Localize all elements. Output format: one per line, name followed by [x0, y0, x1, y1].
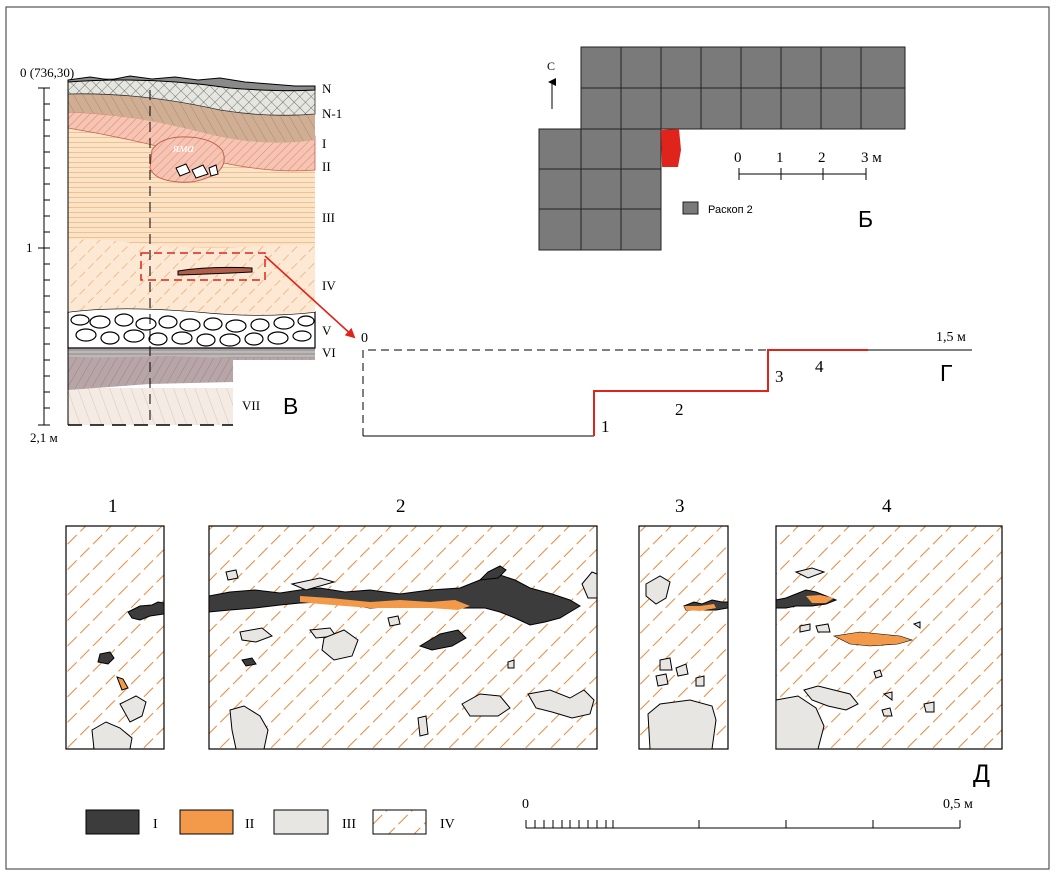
north-label: С	[547, 59, 555, 73]
layer-labels: N N-1 I II III IV V VI VII	[242, 81, 342, 413]
detail-scale-start: 0	[522, 797, 529, 812]
panel-d-details: 1 2 3 4	[65, 496, 1003, 788]
profile-red-line	[593, 349, 868, 436]
legend-label-III: III	[342, 817, 356, 832]
detail-title-1: 1	[108, 496, 118, 517]
layer-label-VI: VI	[322, 345, 336, 360]
legend-label-II: II	[245, 817, 255, 832]
profile-end-label: 1,5 м	[936, 330, 966, 345]
legend-swatch-I	[85, 809, 140, 835]
plan-scale-1: 1	[776, 150, 784, 166]
layer-I	[68, 93, 315, 143]
legend-swatch-II	[179, 809, 234, 835]
panel-d-letter: Д	[973, 760, 990, 788]
panel-b-letter: Б	[858, 206, 873, 232]
layer-label-V: V	[322, 323, 332, 338]
pit-label: яма	[172, 140, 194, 155]
panel-v-letter: В	[283, 393, 298, 419]
legend-swatch-IV	[372, 809, 427, 835]
layer-VI-lilac	[68, 348, 315, 390]
profile-dashed-outline	[362, 349, 768, 436]
layer-label-III: III	[322, 210, 335, 225]
profile-point-1: 1	[601, 417, 610, 436]
profile-start-label: 0	[361, 331, 368, 346]
layer-V-pebbles	[70, 313, 315, 347]
detail-arrow	[264, 255, 356, 339]
layer-label-N-1: N-1	[322, 106, 342, 121]
plan-scale-2: 2	[818, 150, 826, 166]
plan-scale-3: 3 м	[861, 150, 882, 166]
excavation-grid	[538, 46, 906, 251]
detail-block-3	[638, 525, 729, 750]
plan-scale-bar: 0 1 2 3 м	[734, 150, 882, 180]
layer-N	[67, 75, 316, 92]
depth-top-label: 0 (736,30)	[20, 65, 74, 80]
detail-title-2: 2	[396, 496, 406, 517]
legend-excavation-label: Раскоп 2	[708, 204, 753, 216]
panel-g-profile: 0 1,5 м 1 2 3 4 Г	[361, 330, 972, 437]
detail-scale-bar	[525, 820, 961, 829]
detail-block-2	[208, 525, 598, 750]
layer-IV	[68, 239, 315, 315]
plan-scale-0: 0	[734, 150, 742, 166]
detail-box	[140, 252, 266, 281]
depth-mid-label: 1	[26, 240, 33, 255]
layer-label-I: I	[322, 136, 326, 151]
detail-title-3: 3	[675, 496, 685, 517]
legend-swatch-III	[273, 809, 329, 835]
hearth-lens	[177, 266, 253, 276]
legend-excavation-swatch	[682, 201, 699, 215]
depth-ruler	[38, 87, 50, 426]
layer-label-IV: IV	[322, 278, 336, 293]
panel-b-excavation-plan: С 0 1 2 3 м Раскоп 2 Б	[538, 46, 906, 251]
profile-point-2: 2	[675, 400, 684, 419]
layer-label-II: II	[322, 159, 331, 174]
layer-label-N: N	[322, 81, 332, 96]
detail-title-4: 4	[882, 496, 892, 517]
depth-bottom-label: 2,1 м	[30, 430, 58, 445]
pit-stones	[175, 163, 219, 179]
panel-v-stratigraphy: 0 (736,30) 1 2,1 м яма N	[20, 65, 356, 445]
panel-g-letter: Г	[940, 360, 953, 386]
legend-label-IV: IV	[440, 817, 455, 832]
legend: I II III IV	[85, 809, 455, 835]
profile-point-4: 4	[815, 357, 824, 376]
detail-block-1	[65, 525, 165, 750]
legend-label-I: I	[153, 817, 158, 832]
section-highlight	[661, 129, 681, 167]
profile-point-3: 3	[775, 367, 784, 386]
layer-label-VII: VII	[242, 398, 260, 413]
detail-scale-end: 0,5 м	[943, 797, 973, 812]
detail-block-4	[775, 525, 1003, 750]
